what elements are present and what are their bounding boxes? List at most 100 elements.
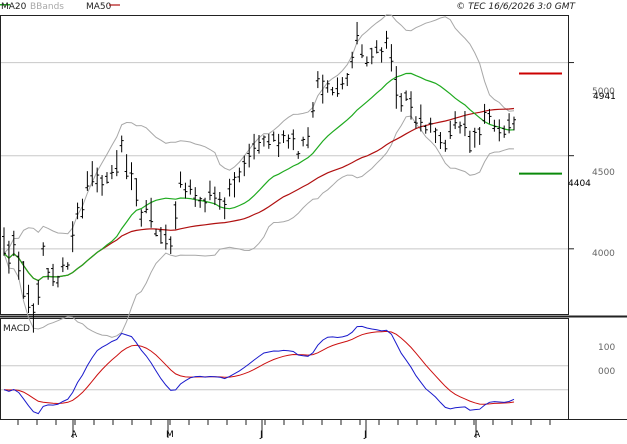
price-bar <box>75 202 80 220</box>
marker-label-4404: 4404 <box>568 179 591 189</box>
price-bar <box>448 120 453 139</box>
price-bar <box>124 154 129 180</box>
price-bar <box>119 135 124 153</box>
macd-title: MACD <box>3 324 30 334</box>
price-bar <box>335 77 340 97</box>
price-bar <box>6 240 11 274</box>
price-bar <box>168 236 173 255</box>
price-bar <box>90 161 95 187</box>
price-bar <box>320 74 325 104</box>
price-bar <box>198 196 203 208</box>
price-bar <box>114 150 119 177</box>
price-bar <box>487 108 492 124</box>
price-bar <box>330 86 335 96</box>
price-bar <box>428 117 433 133</box>
ma20-line <box>3 72 515 282</box>
price-bar <box>154 228 159 237</box>
price-bar <box>458 121 463 134</box>
price-bar <box>306 127 311 149</box>
price-bar <box>41 242 46 256</box>
marker-label-4941: 4941 <box>593 92 616 102</box>
price-bar <box>36 279 41 305</box>
price-bar <box>80 198 85 219</box>
macd-tick-label-000: 000 <box>598 367 615 377</box>
price-bar <box>467 130 472 153</box>
price-bar <box>477 127 482 145</box>
price-bar <box>134 178 139 207</box>
price-bar <box>350 51 355 69</box>
price-bar <box>359 44 364 59</box>
price-bar <box>369 47 374 65</box>
price-bar <box>492 119 497 132</box>
price-bar <box>46 267 51 280</box>
price-bar <box>438 132 443 149</box>
price-bar <box>51 263 56 287</box>
price-bar <box>31 303 36 333</box>
month-label-j1: J <box>259 430 263 440</box>
price-bar <box>271 131 276 142</box>
price-bar <box>472 127 477 148</box>
price-bar <box>212 186 217 206</box>
price-bar <box>217 192 222 210</box>
price-bar <box>149 197 154 228</box>
price-bar <box>144 200 149 214</box>
price-bar <box>374 40 379 54</box>
macd-tick-label-100: 100 <box>598 343 615 353</box>
price-bar <box>482 103 487 124</box>
price-bar <box>345 72 350 87</box>
price-bar <box>203 197 208 213</box>
price-bar <box>242 155 247 177</box>
month-label-j2: J <box>363 430 367 440</box>
copyright-text: © TEC 16/6/2026 3:0 GMT <box>456 2 576 12</box>
price-bar <box>257 135 261 154</box>
price-bar <box>443 139 448 152</box>
price-bar <box>207 180 212 201</box>
price-bar <box>227 178 232 197</box>
price-bar <box>237 167 242 183</box>
price-bar <box>276 133 281 157</box>
macd-signal-line <box>3 330 515 405</box>
price-bar <box>188 179 193 195</box>
bband-lower-line <box>3 115 515 338</box>
price-bar <box>183 182 188 199</box>
price-bar <box>404 90 409 101</box>
price-bar <box>104 172 109 184</box>
price-bar <box>413 116 418 129</box>
price-bar <box>507 113 512 134</box>
price-bar <box>340 77 345 90</box>
price-bar <box>310 102 315 118</box>
y-tick-label-4000: 4000 <box>592 249 615 259</box>
price-bar <box>384 30 389 49</box>
price-bar <box>453 111 458 130</box>
price-bar <box>409 91 414 120</box>
y-tick-label-4500: 4500 <box>592 168 615 178</box>
price-bar <box>65 262 70 270</box>
price-bar <box>2 227 6 256</box>
price-bar <box>70 221 75 253</box>
price-bar <box>379 47 384 63</box>
price-bar <box>60 257 65 273</box>
month-label-a1: A <box>71 430 78 440</box>
price-bar <box>139 209 144 227</box>
plot-layer <box>1 14 574 438</box>
price-bar <box>364 56 369 67</box>
macd-line <box>3 325 515 415</box>
month-label-a2: A <box>474 430 481 440</box>
price-bar <box>315 71 320 89</box>
price-bar <box>85 171 90 191</box>
price-bar <box>193 187 198 207</box>
price-bar <box>394 66 399 109</box>
legend-ma50-label: MA50 <box>86 2 112 12</box>
price-bar <box>222 197 227 220</box>
price-bar <box>11 230 16 257</box>
price-bar <box>173 201 178 230</box>
price-bar <box>129 162 134 191</box>
y-tick-label-5000: 5000 <box>592 87 615 97</box>
price-bar <box>281 130 286 144</box>
price-bar <box>418 104 423 132</box>
price-bar <box>252 133 257 160</box>
price-bar <box>325 80 330 93</box>
price-bar <box>21 261 26 299</box>
price-bar <box>512 116 516 131</box>
